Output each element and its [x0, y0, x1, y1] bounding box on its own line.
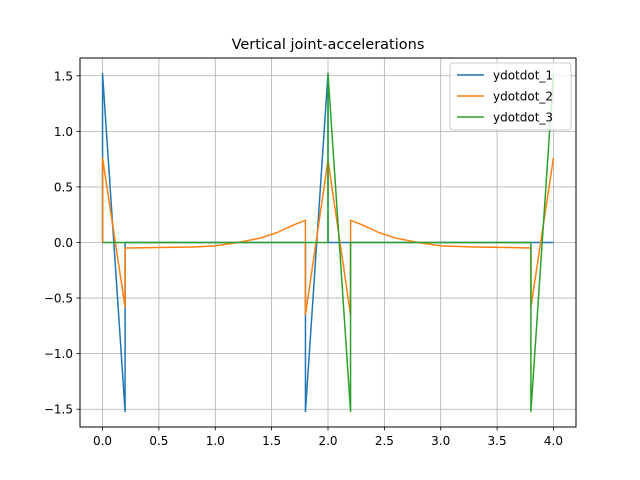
legend: ydotdot_1 ydotdot_2 ydotdot_3: [449, 62, 572, 131]
legend-box: [449, 62, 572, 131]
x-tick-label: 0.0: [93, 434, 112, 448]
series-line-ydotdot_3: [102, 72, 555, 413]
legend-label: ydotdot_3: [493, 111, 553, 125]
x-tick-label: 4.0: [544, 434, 563, 448]
x-tick-label: 0.5: [149, 434, 168, 448]
y-tick-label: −0.5: [44, 292, 73, 306]
x-axis: 0.0 0.5 1.0 1.5 2.0 2.5 3.0 3.5 4.0: [93, 427, 563, 448]
y-tick-label: 1.0: [54, 125, 73, 139]
x-tick-label: 1.5: [262, 434, 281, 448]
x-tick-label: 2.0: [318, 434, 337, 448]
x-tick-label: 3.0: [431, 434, 450, 448]
legend-label: ydotdot_2: [493, 90, 553, 104]
x-tick-label: 2.5: [375, 434, 394, 448]
y-axis: −1.5 −1.0 −0.5 0.0 0.5 1.0 1.5: [44, 69, 80, 417]
y-tick-label: −1.0: [44, 347, 73, 361]
y-tick-label: 1.5: [54, 69, 73, 83]
x-tick-label: 3.5: [488, 434, 507, 448]
series-layer: [101, 72, 555, 413]
legend-label: ydotdot_1: [493, 69, 553, 83]
chart-title: Vertical joint-accelerations: [232, 37, 425, 53]
y-tick-label: 0.0: [54, 236, 73, 250]
y-tick-label: 0.5: [54, 180, 73, 194]
x-tick-label: 1.0: [206, 434, 225, 448]
y-tick-label: −1.5: [44, 403, 73, 417]
series-line-ydotdot_2: [101, 157, 555, 316]
